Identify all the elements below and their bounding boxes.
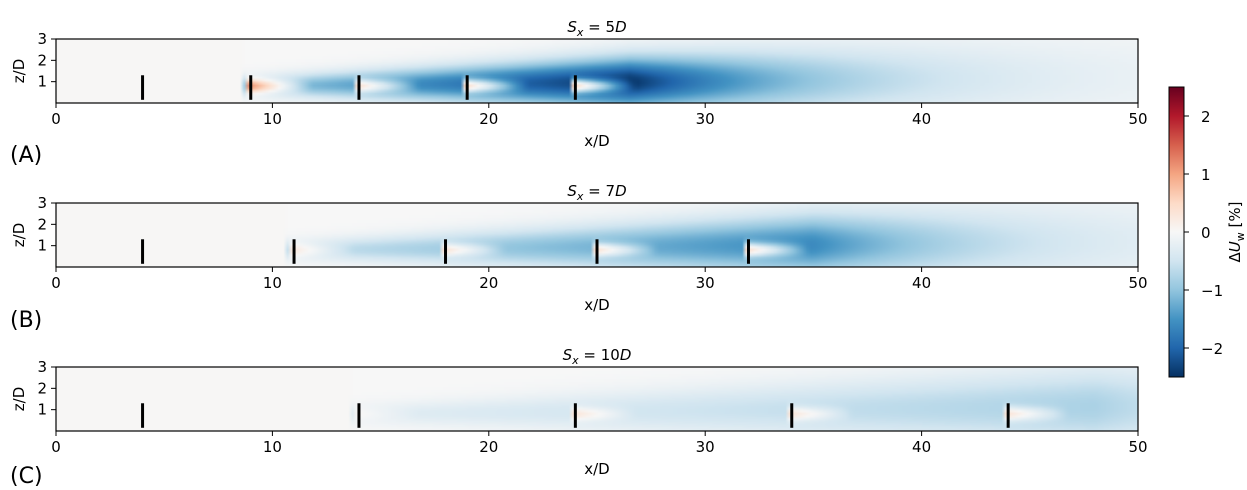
colorbar-tick-label: −2: [1201, 340, 1223, 358]
panel-letter: (C): [10, 464, 43, 489]
colorbar-tick-label: 1: [1201, 166, 1211, 184]
x-tick-label: 30: [696, 274, 715, 292]
panel-c: 0 10 20 30 40 50 1 2 3 x/D z/D Sx = 10D (C): [10, 346, 1148, 489]
heatmap-field: [56, 367, 1138, 431]
y-tick-label: 3: [37, 358, 47, 376]
panel-title: Sx = 10D: [563, 346, 632, 367]
colorbar: 2 1 0 −1 −2 ΔUw [%]: [1168, 86, 1247, 378]
x-tick-label: 10: [263, 274, 282, 292]
x-tick-label: 50: [1128, 438, 1147, 456]
y-tick-label: 3: [37, 194, 47, 212]
y-axis-label: z/D: [10, 223, 28, 247]
x-axis-label: x/D: [584, 296, 609, 314]
x-axis-label: x/D: [584, 132, 609, 150]
x-axis-label: x/D: [584, 460, 609, 478]
y-tick-label: 1: [37, 73, 47, 91]
x-tick-label: 40: [912, 438, 931, 456]
x-tick-label: 10: [263, 438, 282, 456]
x-tick-label: 40: [912, 274, 931, 292]
axes-frame: [55, 366, 1139, 432]
x-tick-label: 0: [51, 438, 61, 456]
x-tick-label: 20: [479, 110, 498, 128]
panel-b: 0 10 20 30 40 50 1 2 3 x/D z/D Sx = 7D (B): [10, 182, 1148, 333]
panel-letter: (A): [10, 143, 42, 168]
y-tick-label: 1: [37, 237, 47, 255]
x-tick-label: 30: [696, 110, 715, 128]
x-tick-label: 50: [1128, 274, 1147, 292]
axes-frame: [55, 202, 1139, 268]
panel-letter: (B): [10, 308, 42, 333]
colorbar-gradient: [1168, 86, 1185, 378]
y-tick-label: 2: [37, 51, 47, 69]
axes-frame: [55, 38, 1139, 104]
y-axis-label: z/D: [10, 387, 28, 411]
colorbar-tick-label: 0: [1201, 224, 1211, 242]
y-tick-label: 2: [37, 215, 47, 233]
colorbar-label: ΔUw [%]: [1226, 202, 1247, 263]
x-tick-label: 0: [51, 274, 61, 292]
x-tick-label: 0: [51, 110, 61, 128]
y-axis-label: z/D: [10, 59, 28, 83]
y-tick-label: 3: [37, 30, 47, 48]
panel-a: 0 10 20 30 40 50 1 2 3 x/D z/D Sx = 5D (A): [10, 18, 1148, 168]
x-tick-label: 30: [696, 438, 715, 456]
x-tick-label: 20: [479, 438, 498, 456]
panel-title: Sx = 7D: [567, 182, 626, 203]
x-tick-label: 40: [912, 110, 931, 128]
y-tick-label: 1: [37, 401, 47, 419]
x-tick-label: 10: [263, 110, 282, 128]
colorbar-tick-label: 2: [1201, 108, 1211, 126]
colorbar-tick-label: −1: [1201, 282, 1223, 300]
y-tick-label: 2: [37, 379, 47, 397]
heatmap-field: [56, 39, 1138, 103]
x-tick-label: 50: [1128, 110, 1147, 128]
x-tick-label: 20: [479, 274, 498, 292]
panel-title: Sx = 5D: [567, 18, 626, 39]
